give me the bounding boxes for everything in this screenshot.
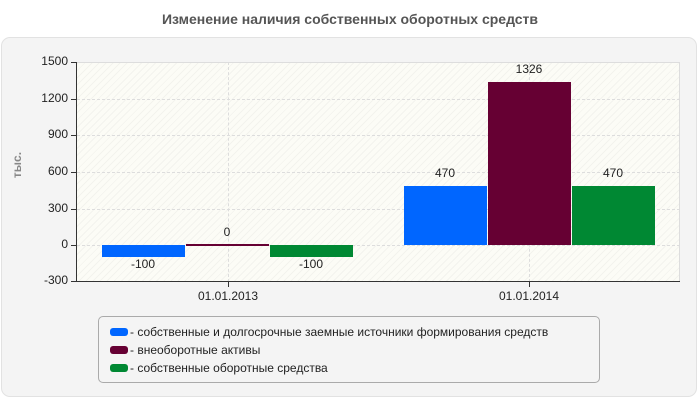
bar-series3-2014: [572, 186, 655, 245]
value-label: -100: [130, 257, 156, 271]
y-tick: [71, 245, 76, 246]
value-label: 470: [434, 166, 456, 180]
y-tick-label: 300: [47, 201, 68, 215]
y-tick: [71, 99, 76, 100]
legend-swatch-blue: [110, 328, 128, 336]
legend-label: - собственные оборотные средства: [130, 361, 328, 375]
y-tick-label: 900: [47, 127, 68, 141]
bar-series2-2014: [488, 82, 571, 245]
y-tick-label: 1200: [41, 91, 68, 105]
x-tick-label: 01.01.2013: [197, 289, 259, 303]
bar-series1-2014: [404, 186, 487, 245]
gridline: [77, 135, 680, 136]
bar-series1-2013: [102, 245, 185, 257]
chart-title: Изменение наличия собственных оборотных …: [161, 11, 539, 27]
legend-label: - собственные и долгосрочные заемные ист…: [130, 325, 549, 339]
legend-item: - собственные и долгосрочные заемные ист…: [110, 325, 548, 339]
legend-swatch-green: [110, 364, 128, 372]
bar-series2-2013: [186, 244, 269, 246]
value-label: -100: [298, 257, 324, 271]
y-tick-label: 0: [61, 237, 68, 251]
bar-series3-2013: [270, 245, 353, 257]
legend-label: - внеоборотные активы: [130, 343, 261, 357]
legend-item: - внеоборотные активы: [110, 343, 260, 357]
legend-item: - собственные оборотные средства: [110, 361, 328, 375]
y-axis-title: тыс.: [10, 151, 25, 179]
y-tick: [71, 281, 76, 282]
y-tick: [71, 135, 76, 136]
gridline: [77, 172, 680, 173]
x-axis: [76, 281, 680, 282]
legend-swatch-maroon: [110, 346, 128, 354]
y-axis: [76, 62, 77, 282]
y-tick-label: 600: [47, 164, 68, 178]
y-tick-label: -300: [43, 273, 68, 287]
value-label: 0: [223, 225, 231, 239]
vertical-gridline: [228, 62, 229, 282]
y-tick: [71, 172, 76, 173]
x-tick: [228, 282, 229, 287]
gridline: [77, 209, 680, 210]
value-label: 1326: [515, 62, 543, 76]
y-tick-label: 1500: [41, 54, 68, 68]
gridline: [77, 245, 680, 246]
x-tick-label: 01.01.2014: [498, 289, 560, 303]
y-tick: [71, 209, 76, 210]
value-label: 470: [602, 166, 624, 180]
y-tick: [71, 62, 76, 63]
x-tick: [529, 282, 530, 287]
legend: - собственные и долгосрочные заемные ист…: [98, 316, 600, 383]
gridline: [77, 99, 680, 100]
